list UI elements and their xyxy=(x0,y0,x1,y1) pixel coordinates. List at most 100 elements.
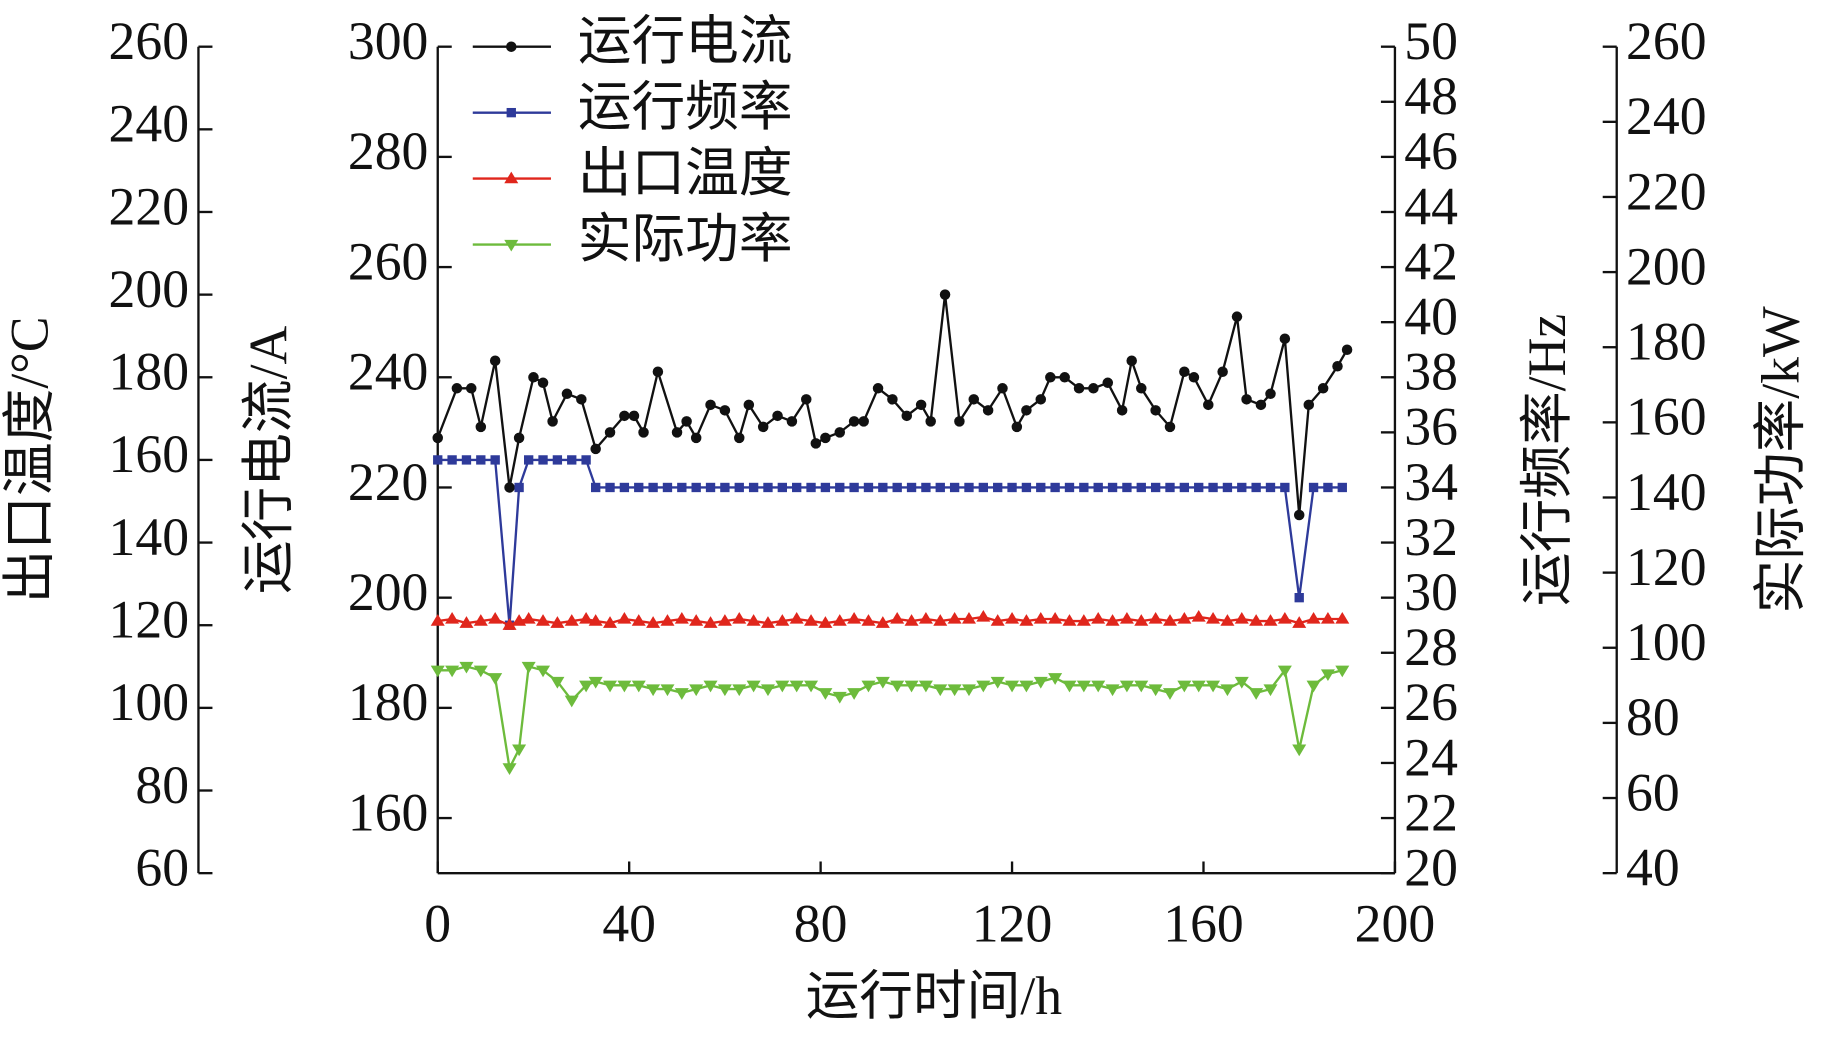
marker xyxy=(536,665,551,678)
marker xyxy=(732,612,747,624)
marker xyxy=(1292,744,1307,757)
marker xyxy=(820,482,831,493)
marker xyxy=(835,482,845,493)
marker xyxy=(933,614,948,626)
marker xyxy=(890,612,905,624)
marker xyxy=(564,695,579,708)
marker xyxy=(1280,482,1290,493)
marker xyxy=(648,482,658,493)
marker xyxy=(947,684,962,697)
marker xyxy=(521,612,536,624)
marker xyxy=(990,614,1005,626)
marker xyxy=(1102,377,1114,389)
marker xyxy=(504,171,519,184)
marker xyxy=(976,609,991,622)
marker xyxy=(1045,372,1056,383)
marker xyxy=(1033,676,1048,689)
y-tick-label: 80 xyxy=(135,755,189,815)
y-tick-label: 38 xyxy=(1404,342,1458,402)
marker xyxy=(775,680,790,693)
marker xyxy=(760,684,775,697)
marker xyxy=(1088,383,1099,394)
marker xyxy=(504,239,519,252)
marker xyxy=(887,394,898,405)
marker xyxy=(1019,680,1034,693)
marker xyxy=(1337,482,1347,493)
marker xyxy=(760,616,775,628)
marker xyxy=(1126,355,1137,367)
marker xyxy=(939,289,951,300)
marker xyxy=(705,399,716,411)
marker xyxy=(832,614,847,626)
marker xyxy=(993,482,1003,493)
marker xyxy=(646,684,661,697)
x-tick-label: 80 xyxy=(794,894,848,954)
y-tick-label: 32 xyxy=(1404,507,1458,567)
legend-label: 运行频率 xyxy=(578,77,793,137)
marker xyxy=(804,614,819,626)
marker xyxy=(590,443,601,455)
y-tick-label: 260 xyxy=(348,231,429,291)
marker xyxy=(459,661,474,674)
marker xyxy=(1306,680,1321,693)
marker xyxy=(820,432,831,444)
marker xyxy=(997,383,1008,394)
marker xyxy=(861,680,876,693)
marker xyxy=(1231,311,1243,322)
marker xyxy=(473,614,488,626)
marker xyxy=(671,427,683,438)
marker xyxy=(1148,684,1163,697)
marker xyxy=(847,612,862,624)
marker xyxy=(906,482,917,493)
marker xyxy=(660,614,675,626)
marker xyxy=(1320,612,1335,624)
marker xyxy=(504,482,515,493)
marker xyxy=(502,763,517,775)
marker xyxy=(538,455,548,465)
y-tick-label: 240 xyxy=(109,94,190,154)
marker xyxy=(1303,399,1315,411)
marker xyxy=(588,614,603,626)
marker xyxy=(1265,388,1276,400)
marker xyxy=(1255,399,1267,411)
marker xyxy=(1036,482,1046,493)
marker xyxy=(677,482,687,493)
marker xyxy=(734,432,745,444)
marker xyxy=(432,432,443,444)
y-tick-label: 22 xyxy=(1404,782,1458,842)
marker xyxy=(772,410,783,422)
y-tick-label: 160 xyxy=(348,782,429,842)
marker xyxy=(1093,482,1103,493)
marker xyxy=(990,676,1005,689)
marker xyxy=(818,616,833,628)
marker xyxy=(732,684,747,697)
y-tick-label: 100 xyxy=(1626,612,1707,672)
y-tick-label: 180 xyxy=(348,672,429,732)
marker xyxy=(1220,614,1235,626)
marker xyxy=(619,482,630,493)
marker xyxy=(777,482,787,493)
y-tick-label: 140 xyxy=(1626,462,1707,522)
marker xyxy=(1116,405,1128,416)
marker xyxy=(861,614,876,626)
y-tick-label: 80 xyxy=(1626,687,1680,747)
y-tick-label: 46 xyxy=(1404,121,1458,181)
marker xyxy=(617,612,632,624)
marker xyxy=(961,612,976,624)
y-axis-title: 运行频率/Hz xyxy=(1517,314,1577,606)
marker xyxy=(904,680,919,693)
marker xyxy=(603,680,618,693)
marker xyxy=(459,616,474,628)
marker xyxy=(849,482,859,493)
marker xyxy=(1150,482,1161,493)
marker xyxy=(705,482,716,493)
y-tick-label: 26 xyxy=(1404,672,1458,732)
y-tick-label: 50 xyxy=(1404,11,1458,71)
y-tick-label: 36 xyxy=(1404,397,1458,457)
marker xyxy=(904,614,919,626)
marker xyxy=(1134,614,1149,626)
marker xyxy=(1317,383,1329,394)
marker xyxy=(689,684,704,697)
marker xyxy=(561,388,573,400)
marker xyxy=(878,482,888,493)
